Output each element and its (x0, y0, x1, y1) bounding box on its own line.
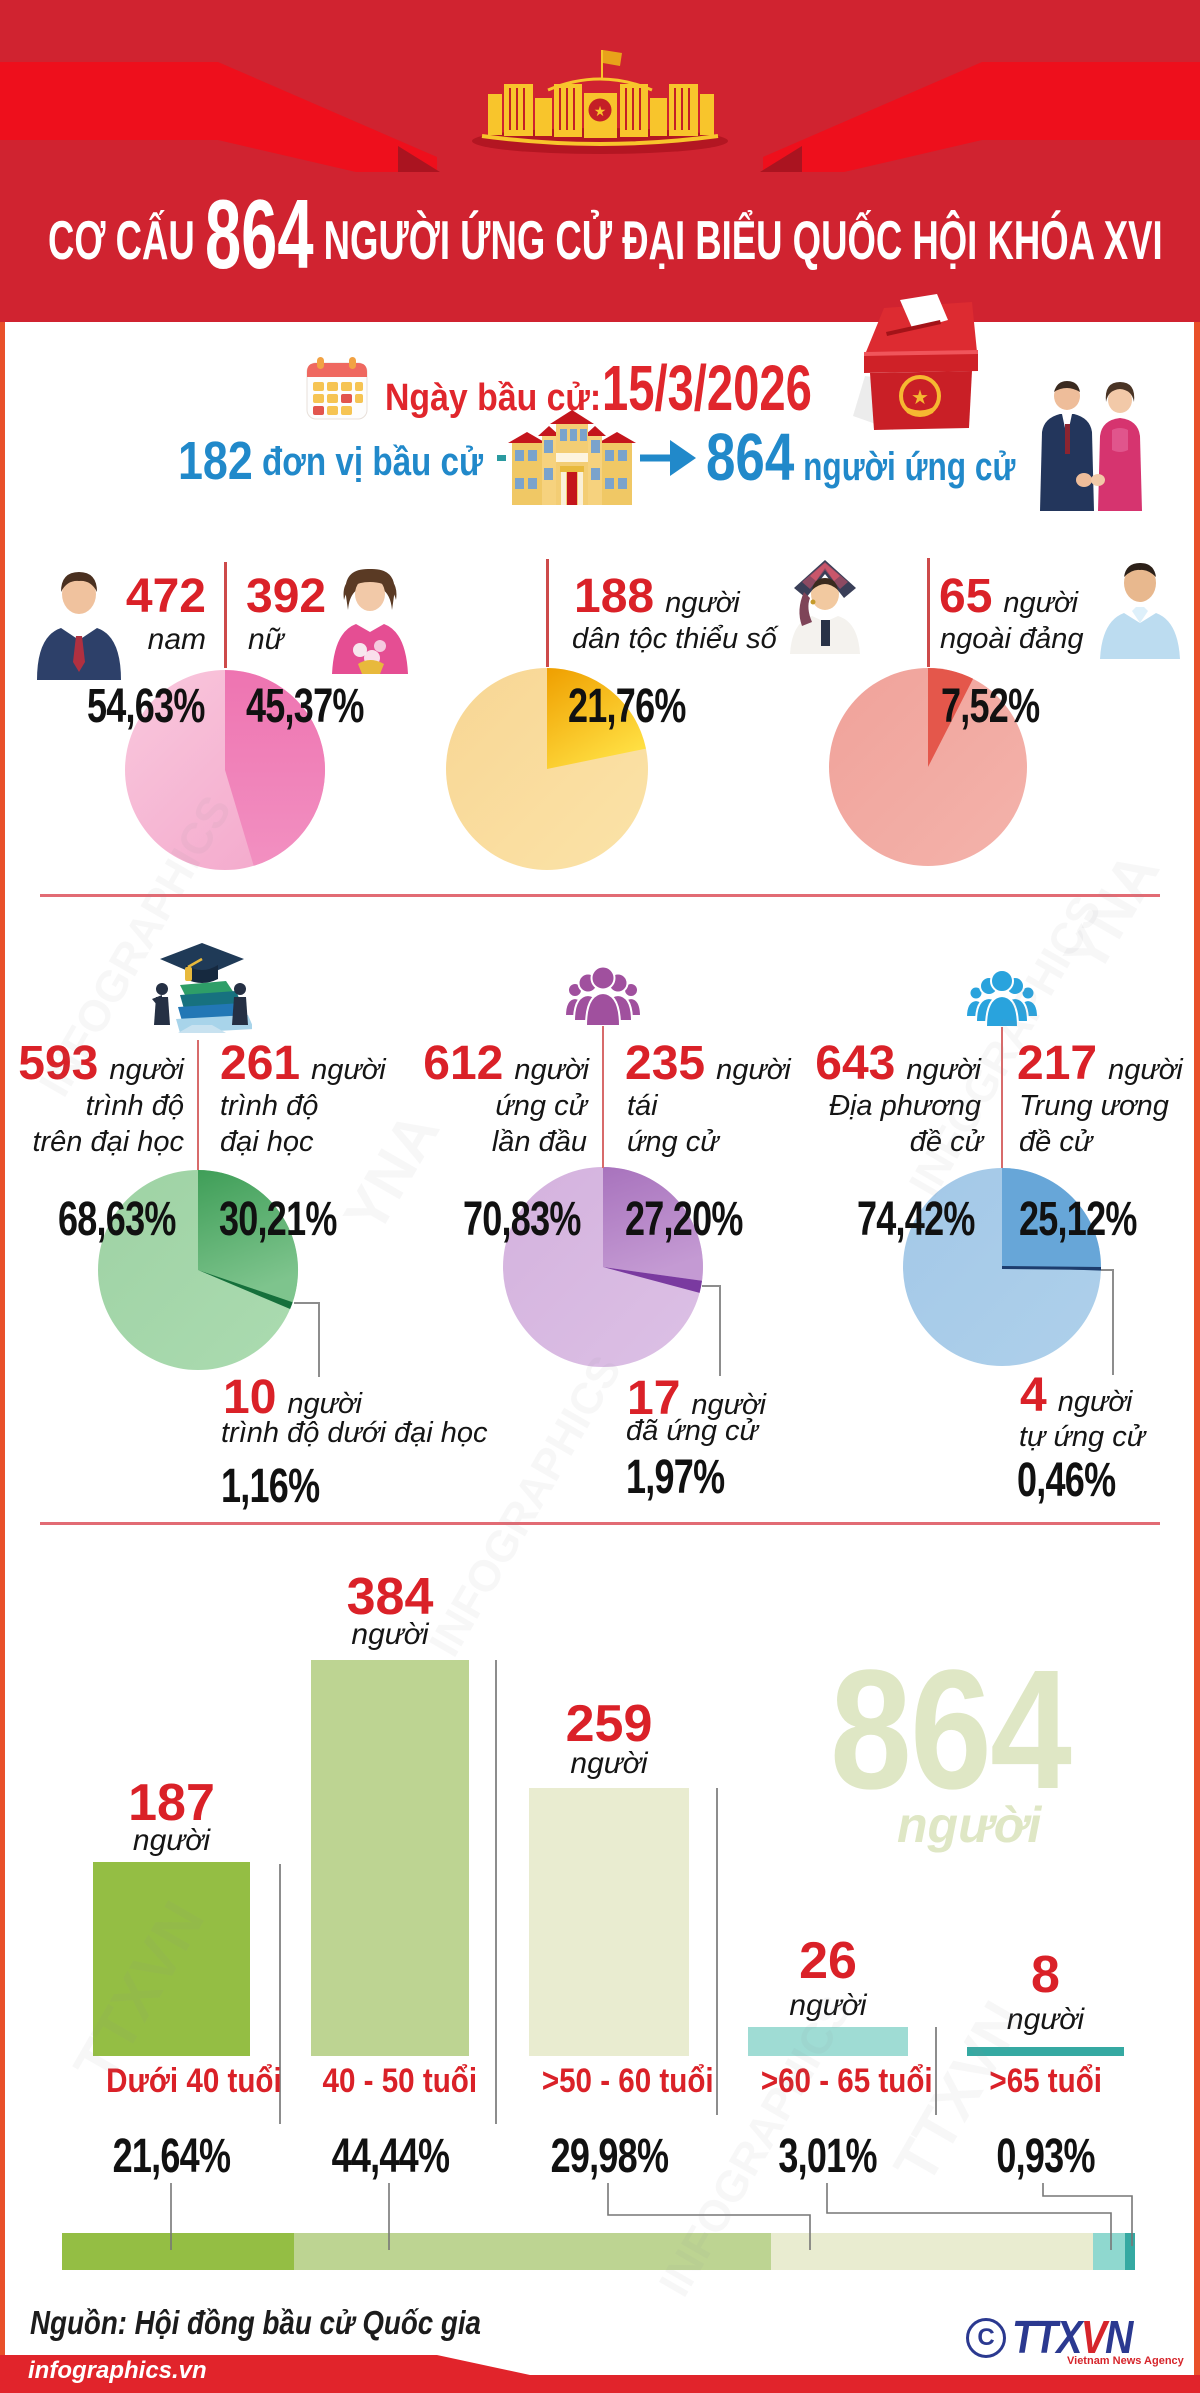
svg-text:★: ★ (594, 103, 607, 119)
svg-text:★: ★ (911, 387, 929, 409)
